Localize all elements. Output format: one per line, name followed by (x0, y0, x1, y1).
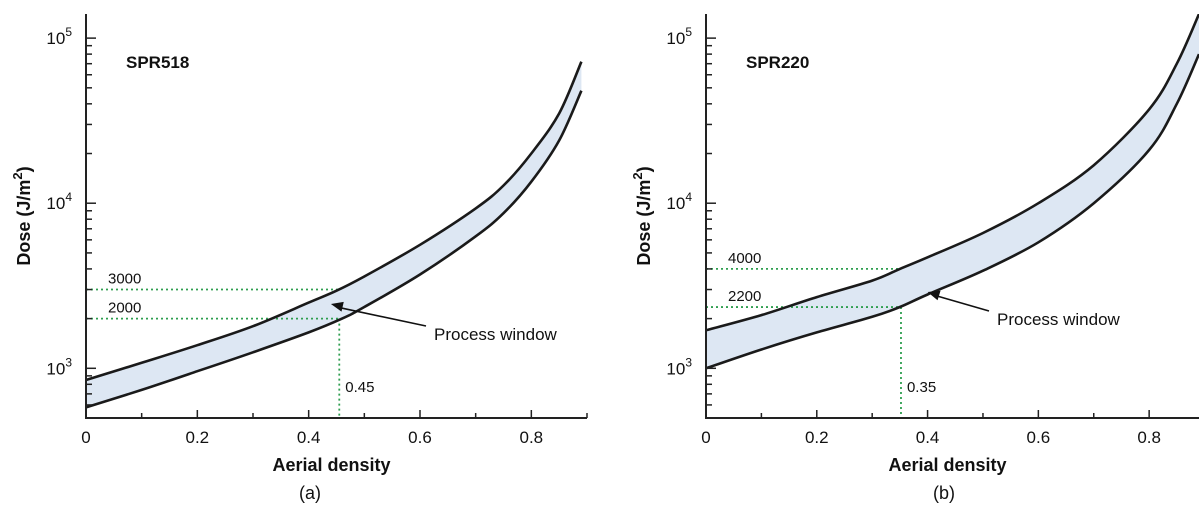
y-tick-label: 105 (666, 25, 692, 48)
y-axis-title: Dose (J/m2) (630, 166, 654, 265)
x-tick-label: 0.6 (408, 428, 432, 447)
y-tick-label: 103 (46, 355, 72, 378)
panel-title: SPR220 (746, 53, 809, 72)
y-tick-base: 10 (46, 29, 65, 48)
x-axis-title: Aerial density (272, 455, 390, 475)
x-tick-label: 0.6 (1027, 428, 1051, 447)
y-axis-title-base: Dose (J/m (634, 180, 654, 266)
y-tick-label: 105 (46, 25, 72, 48)
panel-caption: (a) (299, 483, 321, 503)
y-tick-base: 10 (46, 359, 65, 378)
y-tick-label: 104 (46, 190, 72, 213)
x-tick-label: 0 (701, 428, 710, 447)
y-axis-title-base: Dose (J/m (14, 180, 34, 266)
x-tick-label: 0.2 (186, 428, 210, 447)
panel-caption: (b) (933, 483, 955, 503)
y-tick-exponent: 4 (65, 190, 72, 204)
y-tick-base: 10 (666, 359, 685, 378)
x-tick-label: 0.4 (916, 428, 940, 447)
y-tick-base: 10 (46, 194, 65, 213)
y-tick-base: 10 (666, 29, 685, 48)
y-axis-title: Dose (J/m2) (10, 166, 34, 265)
lower-boundary-line (86, 90, 583, 409)
y-tick-exponent: 5 (65, 25, 72, 39)
upper-boundary-line (86, 61, 583, 382)
dose-guide-label: 2000 (108, 300, 141, 317)
process-window-label: Process window (434, 325, 558, 344)
y-tick-base: 10 (666, 194, 685, 213)
dose-guide-label: 2200 (728, 288, 761, 305)
x-tick-label: 0.4 (297, 428, 321, 447)
lower-boundary-line (706, 53, 1199, 370)
dose-guide-label: 4000 (728, 250, 761, 267)
chart-panel-b: 0 0.2 0.4 0.6 0.8103104105400022000.35SPR220… (630, 14, 1199, 503)
dose-guide-label: 3000 (108, 271, 141, 288)
plot-area (86, 61, 583, 418)
process-window-arrow-line (336, 306, 427, 327)
chart-panel-a: 0 0.2 0.4 0.6 0.8103104105300020000.45SPR518… (10, 14, 588, 503)
process-window-band (706, 14, 1199, 369)
x-tick-label: 0.8 (1137, 428, 1161, 447)
y-tick-exponent: 4 (685, 190, 692, 204)
y-tick-label: 103 (666, 355, 692, 378)
y-axis-title-exponent: 2 (10, 172, 25, 179)
process-window-arrowhead (330, 301, 344, 312)
process-window-arrow-line (933, 294, 990, 312)
y-tick-exponent: 3 (685, 355, 692, 369)
upper-boundary-line (706, 14, 1199, 332)
y-tick-exponent: 5 (685, 25, 692, 39)
x-axis-title: Aerial density (888, 455, 1006, 475)
y-axis-title-exponent: 2 (630, 172, 645, 179)
panel-title: SPR518 (126, 53, 189, 72)
process-window-label: Process window (997, 310, 1121, 329)
x-tick-label: 0.2 (805, 428, 829, 447)
plot-area (706, 14, 1199, 418)
process-window-arrowhead (927, 290, 941, 301)
y-axis-title-close: ) (634, 166, 654, 172)
y-axis-title-close: ) (14, 166, 34, 172)
x-tick-label: 0 (81, 428, 90, 447)
y-tick-exponent: 3 (65, 355, 72, 369)
x-tick-label: 0.8 (520, 428, 544, 447)
y-tick-label: 104 (666, 190, 692, 213)
process-window-band (86, 61, 582, 408)
density-guide-label: 0.45 (345, 379, 374, 396)
density-guide-label: 0.35 (907, 379, 936, 396)
